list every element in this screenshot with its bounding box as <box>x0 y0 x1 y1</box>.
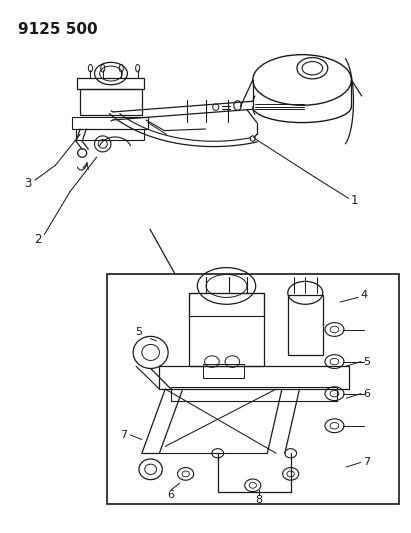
Bar <box>189 293 264 316</box>
Text: 5: 5 <box>363 357 370 367</box>
Bar <box>80 89 142 115</box>
Text: 7: 7 <box>363 457 370 467</box>
Text: 1: 1 <box>351 195 358 207</box>
Text: 3: 3 <box>24 177 32 190</box>
Text: 6: 6 <box>168 490 175 500</box>
Bar <box>288 295 323 355</box>
Bar <box>72 117 148 129</box>
Bar <box>203 364 244 377</box>
Text: 2: 2 <box>34 233 42 246</box>
Bar <box>159 366 349 389</box>
Text: 4: 4 <box>360 290 367 300</box>
Bar <box>189 293 264 366</box>
Text: 6: 6 <box>363 389 370 399</box>
Bar <box>77 78 144 89</box>
Text: 8: 8 <box>255 495 262 505</box>
Text: 7: 7 <box>120 430 127 440</box>
Text: 9125 500: 9125 500 <box>18 22 98 37</box>
Text: 5: 5 <box>135 327 142 337</box>
Bar <box>107 274 399 504</box>
Bar <box>171 387 337 401</box>
Bar <box>76 129 144 140</box>
